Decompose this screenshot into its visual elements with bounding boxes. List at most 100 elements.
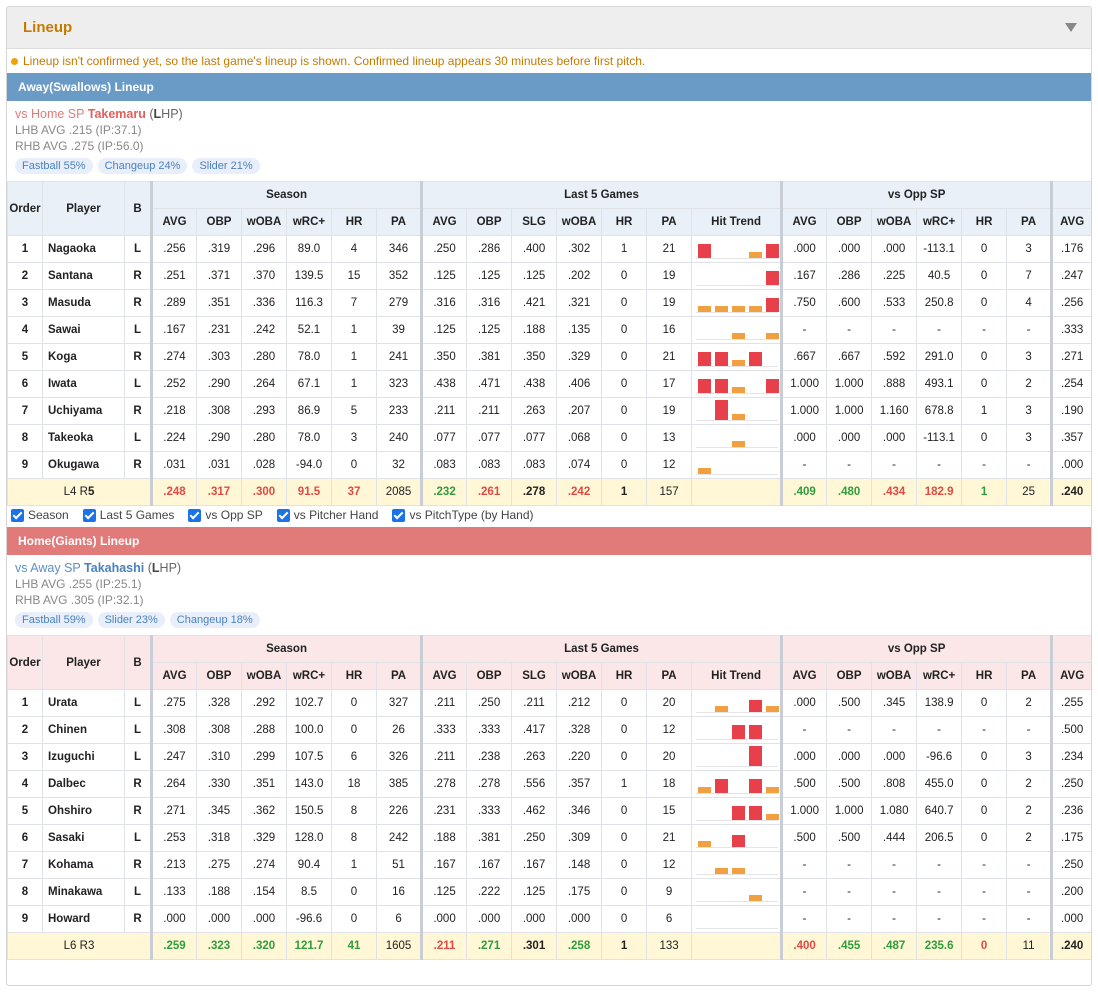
away-season-header-hr[interactable]: HR: [331, 208, 377, 236]
away-header-b[interactable]: B: [124, 181, 152, 236]
home-vsop-header-woba[interactable]: wOBA: [871, 662, 918, 690]
player-name[interactable]: Urata: [42, 689, 125, 717]
away-extra-header-avg[interactable]: AVG: [1050, 208, 1091, 236]
away-season-header-pa[interactable]: PA: [375, 208, 423, 236]
home-last5-header-hr[interactable]: HR: [601, 662, 648, 690]
away-player-row[interactable]: 1 Nagaoka L .256.319.296 89.0 4 346.250.286.40…: [7, 235, 1091, 263]
checkbox-checked-icon[interactable]: [188, 508, 202, 522]
away-sp-name[interactable]: Takemaru: [87, 107, 146, 121]
home-season-header-hr[interactable]: HR: [331, 662, 377, 690]
home-season-header-wrc-[interactable]: wRC+: [286, 662, 332, 690]
player-name[interactable]: Chinen: [42, 716, 125, 744]
pitch-type-tag[interactable]: Fastball 55%: [15, 158, 93, 174]
away-player-row[interactable]: 2 Santana R .251.371.370 139.5 15 352.125.125.…: [7, 262, 1091, 290]
home-last5-header-slg[interactable]: SLG: [511, 662, 558, 690]
player-name[interactable]: Takeoka: [42, 424, 125, 452]
away-last5-header-hit-trend[interactable]: Hit Trend: [691, 208, 783, 236]
checkbox-checked-icon[interactable]: [82, 508, 96, 522]
away-vsop-header-pa[interactable]: PA: [1006, 208, 1053, 236]
home-season-header-obp[interactable]: OBP: [196, 662, 242, 690]
toggle-last-5-games[interactable]: Last 5 Games: [82, 508, 174, 522]
panel-header[interactable]: Lineup: [7, 7, 1091, 49]
home-player-row[interactable]: 4 Dalbec R .264.330.351 143.0 18 385.278.278.5…: [7, 770, 1091, 798]
home-header-player[interactable]: Player: [42, 635, 125, 690]
away-season-header-obp[interactable]: OBP: [196, 208, 242, 236]
away-player-row[interactable]: 3 Masuda R .289.351.336 116.3 7 279.316.316.42…: [7, 289, 1091, 317]
player-name[interactable]: Izuguchi: [42, 743, 125, 771]
home-player-row[interactable]: 1 Urata L .275.328.292 102.7 0 327.211.250.211…: [7, 689, 1091, 717]
player-name[interactable]: Koga: [42, 343, 125, 371]
away-season-header-woba[interactable]: wOBA: [241, 208, 287, 236]
home-extra-header-avg[interactable]: AVG: [1050, 662, 1091, 690]
home-last5-header-woba[interactable]: wOBA: [556, 662, 603, 690]
home-header-order[interactable]: Order: [7, 635, 43, 690]
away-last5-header-avg[interactable]: AVG: [420, 208, 468, 236]
away-vsop-header-obp[interactable]: OBP: [826, 208, 873, 236]
home-last5-header-avg[interactable]: AVG: [420, 662, 468, 690]
home-player-row[interactable]: 6 Sasaki L .253.318.329 128.0 8 242.188.381.25…: [7, 824, 1091, 852]
away-player-row[interactable]: 9 Okugawa R .031.031.028 -94.0 0 32.083.083.08…: [7, 451, 1091, 479]
pitch-type-tag[interactable]: Fastball 59%: [15, 612, 93, 628]
home-player-row[interactable]: 3 Izuguchi L .247.310.299 107.5 6 326.211.238.…: [7, 743, 1091, 771]
away-header-player[interactable]: Player: [42, 181, 125, 236]
player-name[interactable]: Ohshiro: [42, 797, 125, 825]
player-name[interactable]: Santana: [42, 262, 125, 290]
away-last5-header-obp[interactable]: OBP: [466, 208, 513, 236]
toggle-season[interactable]: Season: [11, 508, 69, 522]
away-vsop-header-avg[interactable]: AVG: [780, 208, 828, 236]
toggle-vs-pitchtype-by-hand-[interactable]: vs PitchType (by Hand): [392, 508, 534, 522]
home-player-row[interactable]: 9 Howard R .000.000.000 -96.6 0 6.000.000.000.…: [7, 905, 1091, 933]
checkbox-checked-icon[interactable]: [11, 508, 24, 522]
player-name[interactable]: Sawai: [42, 316, 125, 344]
away-vsop-header-woba[interactable]: wOBA: [871, 208, 918, 236]
player-name[interactable]: Dalbec: [42, 770, 125, 798]
home-season-header-woba[interactable]: wOBA: [241, 662, 287, 690]
player-name[interactable]: Minakawa: [42, 878, 125, 906]
pitch-type-tag[interactable]: Slider 23%: [97, 612, 165, 628]
player-name[interactable]: Iwata: [42, 370, 125, 398]
away-season-header-avg[interactable]: AVG: [150, 208, 197, 236]
player-name[interactable]: Sasaki: [42, 824, 125, 852]
player-name[interactable]: Masuda: [42, 289, 125, 317]
home-last5-header-obp[interactable]: OBP: [466, 662, 513, 690]
away-last5-header-pa[interactable]: PA: [646, 208, 693, 236]
home-season-header-pa[interactable]: PA: [375, 662, 423, 690]
away-player-row[interactable]: 5 Koga R .274.303.280 78.0 1 241.350.381.350.3…: [7, 343, 1091, 371]
player-name[interactable]: Okugawa: [42, 451, 125, 479]
player-name[interactable]: Howard: [42, 905, 125, 933]
away-player-row[interactable]: 7 Uchiyama R .218.308.293 86.9 5 233.211.211.2…: [7, 397, 1091, 425]
toggle-vs-opp-sp[interactable]: vs Opp SP: [188, 508, 263, 522]
home-last5-header-pa[interactable]: PA: [646, 662, 693, 690]
away-vsop-header-hr[interactable]: HR: [961, 208, 1008, 236]
home-player-row[interactable]: 7 Kohama R .213.275.274 90.4 1 51.167.167.167.…: [7, 851, 1091, 879]
home-player-row[interactable]: 2 Chinen L .308.308.288 100.0 0 26.333.333.417…: [7, 716, 1091, 744]
away-header-order[interactable]: Order: [7, 181, 43, 236]
away-last5-header-hr[interactable]: HR: [601, 208, 648, 236]
toggle-vs-pitcher-hand[interactable]: vs Pitcher Hand: [276, 508, 378, 522]
player-name[interactable]: Kohama: [42, 851, 125, 879]
checkbox-checked-icon[interactable]: [276, 508, 290, 522]
away-player-row[interactable]: 8 Takeoka L .224.290.280 78.0 3 240.077.077.07…: [7, 424, 1091, 452]
pitch-type-tag[interactable]: Changeup 24%: [97, 158, 188, 174]
collapse-chevron-icon[interactable]: [1065, 23, 1077, 32]
home-player-row[interactable]: 5 Ohshiro R .271.345.362 150.5 8 226.231.333.4…: [7, 797, 1091, 825]
home-vsop-header-avg[interactable]: AVG: [780, 662, 828, 690]
home-header-b[interactable]: B: [124, 635, 152, 690]
away-last5-header-slg[interactable]: SLG: [511, 208, 558, 236]
checkbox-checked-icon[interactable]: [392, 508, 406, 522]
away-player-row[interactable]: 4 Sawai L .167.231.242 52.1 1 39.125.125.188.1…: [7, 316, 1091, 344]
pitch-type-tag[interactable]: Changeup 18%: [169, 612, 260, 628]
home-vsop-header-obp[interactable]: OBP: [826, 662, 873, 690]
home-last5-header-hit-trend[interactable]: Hit Trend: [691, 662, 783, 690]
away-last5-header-woba[interactable]: wOBA: [556, 208, 603, 236]
player-name[interactable]: Uchiyama: [42, 397, 125, 425]
player-name[interactable]: Nagaoka: [42, 235, 125, 263]
home-vsop-header-pa[interactable]: PA: [1006, 662, 1053, 690]
away-season-header-wrc-[interactable]: wRC+: [286, 208, 332, 236]
home-vsop-header-hr[interactable]: HR: [961, 662, 1008, 690]
home-sp-name[interactable]: Takahashi: [84, 561, 145, 575]
away-player-row[interactable]: 6 Iwata L .252.290.264 67.1 1 323.438.471.438.…: [7, 370, 1091, 398]
home-vsop-header-wrc-[interactable]: wRC+: [916, 662, 963, 690]
home-season-header-avg[interactable]: AVG: [150, 662, 197, 690]
home-player-row[interactable]: 8 Minakawa L .133.188.154 8.5 0 16.125.222.125…: [7, 878, 1091, 906]
